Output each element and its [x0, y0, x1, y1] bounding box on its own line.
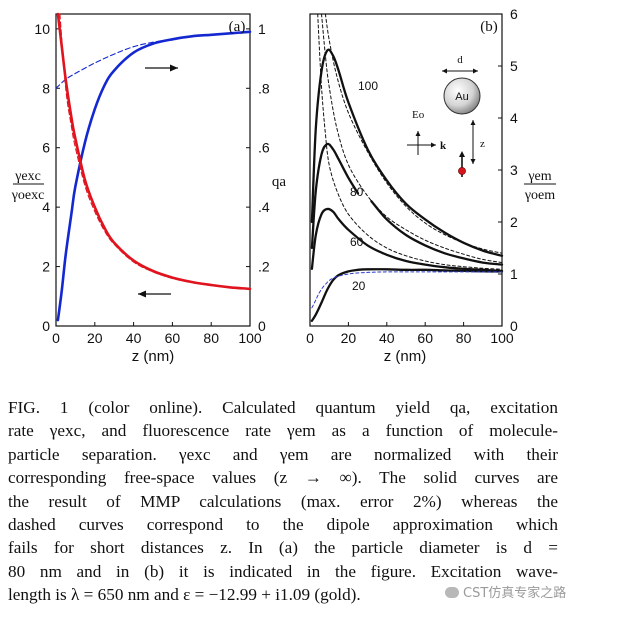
- mmp-curve-60: [310, 207, 504, 273]
- caption-line: 80 nm and in (b) it is indicated in the …: [8, 561, 558, 581]
- panel-a-ylabel-left-num: γexc: [14, 169, 41, 184]
- panel-a-curves: [55, 12, 252, 322]
- panel-a-ylabel-right: qa: [272, 174, 287, 190]
- panel-b-xlabel: z (nm): [384, 348, 427, 365]
- x-tick-label: 20: [87, 330, 103, 346]
- y-tick-label: 1: [510, 266, 518, 282]
- mmp-curve-100: [310, 48, 504, 257]
- panel-a-frame: [55, 13, 251, 327]
- x-tick-label: 0: [52, 330, 60, 346]
- y-right-tick-label: 1: [258, 21, 266, 37]
- y-right-tick-label: .6: [258, 140, 270, 156]
- caption-line: FIG. 1 (color online). Calculated quantu…: [8, 398, 558, 417]
- panel-a-label: (a): [229, 19, 246, 35]
- panel-a-xlabel: z (nm): [132, 348, 175, 365]
- curve-label-20: 20: [352, 279, 366, 293]
- y-tick-label: 5: [510, 58, 518, 74]
- gold-particle: [443, 77, 481, 115]
- y-tick-label: 2: [510, 214, 518, 230]
- y-tick-label: 6: [42, 140, 50, 156]
- mmp-curve-20: [310, 268, 504, 322]
- x-tick-label: 80: [456, 330, 472, 346]
- red-dashed-curve: [59, 13, 251, 290]
- y-tick-label: 2: [42, 259, 50, 275]
- panel-a-right-ticks: 0 .2 .4 .6 .8 1: [246, 21, 270, 334]
- y-right-tick-label: .2: [258, 259, 270, 275]
- dipole-dashed-curve: [321, 13, 503, 264]
- panel-b-right-ticks: 0 1 2 3 4 5 6: [498, 6, 518, 334]
- caption-line: particle separation. γexc and γem are no…: [8, 444, 558, 464]
- y-tick-label: 0: [42, 318, 50, 334]
- caption-line: dashed curves correspond to the dipole a…: [8, 515, 558, 535]
- y-tick-label: 6: [510, 6, 518, 22]
- curve-label-80: 80: [350, 185, 364, 199]
- watermark-text: CST仿真专家之路: [463, 586, 567, 601]
- x-tick-label: 60: [165, 330, 181, 346]
- y-tick-label: 8: [42, 80, 50, 96]
- panel-b-ylabel-num: γem: [527, 169, 551, 184]
- inset-schematic: d Au Eo k z: [407, 54, 485, 177]
- x-tick-label: 100: [490, 330, 514, 346]
- panel-b-curves: [310, 13, 504, 322]
- particle-label: Au: [455, 91, 468, 103]
- inset-diameter-label: d: [457, 54, 463, 66]
- mmp-curve-80: [370, 200, 504, 266]
- y-right-tick-label: .8: [258, 80, 270, 96]
- separation-label: z: [480, 138, 485, 150]
- dipole-dashed-curve: [311, 271, 503, 309]
- y-tick-label: 0: [510, 318, 518, 334]
- arrow-right-annotation: [145, 64, 178, 72]
- field-label: Eo: [412, 109, 425, 121]
- molecule-dot: [458, 167, 466, 175]
- x-tick-label: 40: [379, 330, 395, 346]
- x-tick-label: 40: [126, 330, 142, 346]
- x-tick-label: 20: [341, 330, 357, 346]
- panel-b-x-ticks: 0 20 40 60 80 100: [306, 322, 514, 346]
- panel-a-ylabel-left-den: γoexc: [11, 188, 45, 203]
- curve-label-60: 60: [350, 235, 364, 249]
- wavevector-label: k: [440, 140, 447, 152]
- y-right-tick-label: 0: [258, 318, 266, 334]
- caption-line: length is λ = 650 nm and ε = −12.99 + i1…: [8, 585, 361, 605]
- panel-b-ylabel-den: γoem: [524, 188, 555, 203]
- x-tick-label: 80: [203, 330, 219, 346]
- x-tick-label: 0: [306, 330, 314, 346]
- blue-solid-curve: [56, 30, 252, 322]
- caption-line: rate γexc, and fluorescence rate γem as …: [8, 421, 558, 441]
- blue-dashed-curve: [55, 31, 251, 89]
- panel-a-x-ticks: 0 20 40 60 80 100: [52, 322, 262, 346]
- curve-label-100: 100: [358, 79, 378, 93]
- panel-a-left-ticks: 0 2 4 6 8 10: [34, 21, 60, 334]
- panel-b-frame: [309, 13, 503, 327]
- dipole-dashed-curve: [317, 13, 503, 270]
- y-tick-label: 10: [34, 21, 50, 37]
- y-tick-label: 4: [510, 110, 518, 126]
- caption-line: fails for short distances z. In (a) the …: [8, 538, 558, 558]
- caption-line: corresponding free-space values (z → ∞).…: [8, 468, 558, 488]
- dipole-dashed-curve: [324, 13, 503, 254]
- x-tick-label: 60: [417, 330, 433, 346]
- wechat-icon: [445, 587, 459, 598]
- mmp-curve-80: [310, 142, 360, 250]
- panel-b-label: (b): [480, 19, 498, 35]
- red-solid-curve: [56, 12, 252, 291]
- figure-caption: FIG. 1 (color online). Calculated quantu…: [8, 396, 558, 607]
- arrow-left-annotation: [138, 290, 171, 298]
- y-tick-label: 3: [510, 162, 518, 178]
- caption-line: the result of MMP calculations (max. err…: [8, 491, 558, 511]
- y-right-tick-label: .4: [258, 199, 270, 215]
- x-tick-label: 100: [238, 330, 262, 346]
- y-tick-label: 4: [42, 199, 50, 215]
- watermark: CST仿真专家之路: [445, 582, 566, 601]
